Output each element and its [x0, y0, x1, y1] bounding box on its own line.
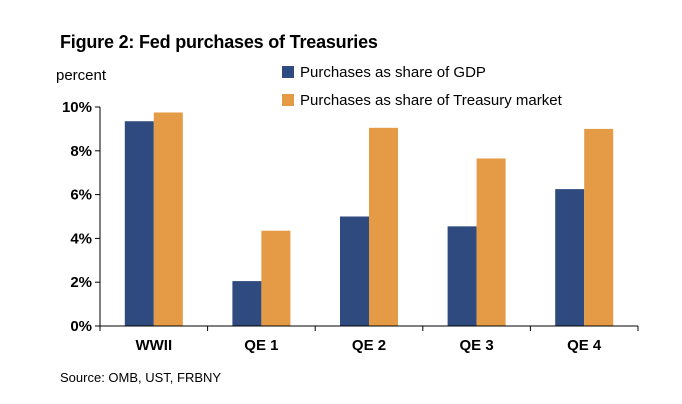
bar-qe3-series-2 [476, 158, 506, 326]
x-tick-label-qe2: QE 2 [352, 337, 386, 354]
x-tick-label-qe4: QE 4 [567, 337, 602, 354]
y-tick-label-10: 10% [62, 99, 92, 116]
legend-swatch-1 [282, 66, 294, 78]
x-tick-label-qe3: QE 3 [460, 337, 494, 354]
legend-swatch-2 [282, 94, 294, 106]
bar-qe1-series-2 [261, 230, 291, 326]
bar-wwii-series-2 [153, 112, 183, 326]
y-tick-label-8: 8% [70, 143, 92, 160]
chart-title: Figure 2: Fed purchases of Treasuries [60, 32, 378, 52]
bar-qe2-series-1 [340, 216, 369, 326]
bar-qe1-series-1 [232, 281, 262, 326]
bar-wwii-series-1 [124, 121, 154, 326]
y-axis-label-group: percent [56, 67, 107, 84]
legend-label-2: Purchases as share of Treasury market [300, 92, 563, 109]
legend-label-1: Purchases as share of GDP [300, 64, 486, 81]
bar-qe4-series-2 [584, 128, 614, 326]
y-tick-label-2: 2% [70, 274, 92, 291]
source-note: Source: OMB, UST, FRBNY [60, 370, 222, 385]
bar-qe3-series-1 [447, 226, 477, 326]
y-tick-label-0: 0% [70, 318, 92, 335]
y-tick-label-4: 4% [70, 230, 92, 247]
bar-qe4-series-1 [555, 189, 585, 326]
x-tick-label-wwii: WWII [135, 337, 172, 354]
y-tick-label-6: 6% [70, 187, 92, 204]
bar-qe2-series-2 [369, 127, 398, 327]
x-tick-label-qe1: QE 1 [244, 337, 278, 354]
axes: 0% 2% 4% 6% 8% 10% WWII QE 1 QE 2 QE 3 QE 4 [62, 99, 639, 354]
legend: Purchases as share of GDP Purchases as sh… [282, 64, 563, 109]
y-axis-label: percent [56, 67, 107, 84]
bars [124, 112, 614, 327]
